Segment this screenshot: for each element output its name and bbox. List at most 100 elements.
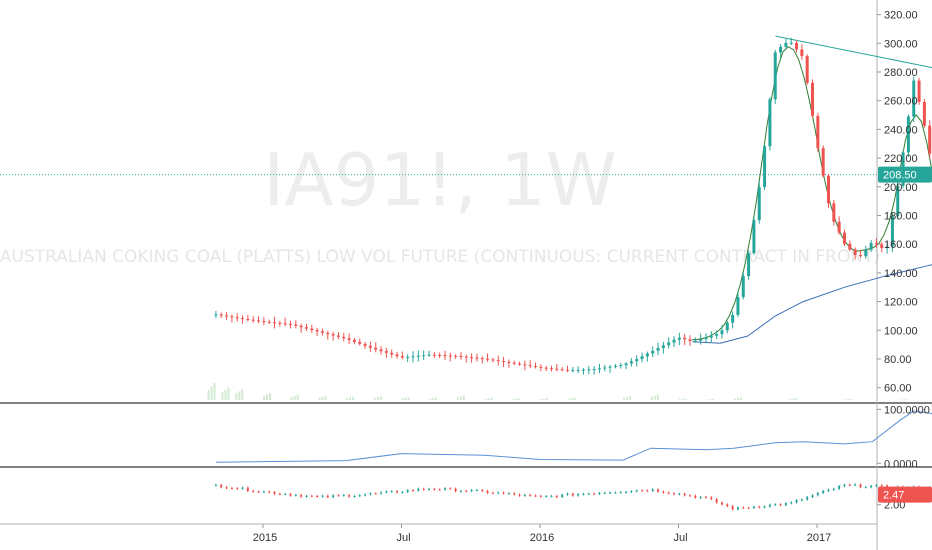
volume-bar bbox=[379, 396, 382, 400]
panel3-candle-body bbox=[859, 484, 862, 488]
panel3-candle-body bbox=[603, 492, 606, 494]
volume-bar bbox=[213, 382, 216, 400]
candle-body bbox=[832, 203, 836, 222]
candle-body bbox=[768, 99, 772, 147]
candle-body bbox=[853, 249, 857, 255]
candle-body bbox=[661, 345, 665, 349]
panel3-candle-body bbox=[214, 484, 217, 486]
volume-bar bbox=[518, 398, 521, 400]
panel3-candle-body bbox=[704, 497, 707, 499]
panel3-candle-body bbox=[651, 489, 654, 491]
volume-bar bbox=[459, 396, 462, 400]
volume-bar bbox=[227, 387, 230, 400]
panel3-candle-body bbox=[348, 495, 351, 497]
panel3-candle-body bbox=[284, 493, 287, 495]
candle-body bbox=[928, 125, 932, 154]
panel3-candle-body bbox=[784, 503, 787, 506]
panel3-candle-body bbox=[806, 496, 809, 500]
candle-body bbox=[379, 349, 383, 352]
panel3-candle-body bbox=[252, 490, 255, 492]
candle-body bbox=[773, 52, 777, 100]
candle-body bbox=[219, 314, 223, 316]
panel3-candle-body bbox=[577, 494, 580, 496]
panel3-candle-body bbox=[305, 495, 308, 497]
panel3-candle-body bbox=[731, 506, 734, 510]
panel3-candle-body bbox=[497, 492, 500, 494]
volume-bar bbox=[235, 393, 238, 400]
last-price-tag bbox=[878, 166, 932, 183]
candle-body bbox=[816, 115, 820, 149]
volume-bars bbox=[207, 382, 909, 400]
volume-bar bbox=[515, 398, 518, 400]
panel3-candle-body bbox=[683, 493, 686, 496]
indicator-panels bbox=[214, 410, 932, 511]
candle-body bbox=[880, 244, 884, 249]
volume-bar bbox=[349, 397, 352, 400]
candle-body bbox=[741, 276, 745, 298]
panel3-candle-body bbox=[667, 492, 670, 494]
panel3-candle-body bbox=[417, 488, 420, 491]
candle-body bbox=[390, 352, 394, 355]
volume-bar bbox=[435, 397, 438, 400]
panel3-candle-body bbox=[273, 492, 276, 494]
candle-body bbox=[603, 367, 607, 369]
volume-bar bbox=[540, 398, 542, 400]
volume-bar bbox=[224, 389, 227, 400]
candle-body bbox=[651, 350, 655, 354]
panel3-candle-body bbox=[412, 490, 415, 492]
panel3-candle-body bbox=[699, 497, 702, 499]
volume-bar bbox=[269, 392, 271, 400]
panel3-candle-body bbox=[459, 490, 462, 492]
panel3-candle-body bbox=[385, 491, 388, 493]
candle-body bbox=[278, 322, 282, 324]
candle-body bbox=[763, 146, 767, 188]
panel3-candle-body bbox=[406, 490, 409, 492]
panel3-candle-body bbox=[827, 489, 830, 491]
panel3-candle-body bbox=[230, 487, 233, 489]
panel3-value-tag bbox=[878, 486, 932, 503]
candle-body bbox=[848, 243, 852, 250]
panel2-line bbox=[215, 410, 932, 463]
candle-body bbox=[262, 321, 266, 323]
candle-body bbox=[331, 334, 335, 336]
panel3-candle-body bbox=[566, 493, 569, 495]
volume-bar bbox=[432, 397, 435, 400]
candle-body bbox=[368, 345, 372, 348]
panel3-candle-body bbox=[550, 496, 553, 498]
candle-body bbox=[731, 314, 735, 323]
volume-bar bbox=[656, 394, 659, 400]
candle-body bbox=[560, 369, 564, 371]
panel3-candle-body bbox=[364, 494, 367, 496]
candle-body bbox=[709, 335, 713, 338]
candle-body bbox=[464, 356, 468, 358]
candle-body bbox=[885, 246, 889, 249]
volume-bar bbox=[567, 398, 570, 400]
candle-body bbox=[864, 249, 868, 257]
candle-body bbox=[811, 82, 815, 116]
candle-body bbox=[906, 116, 910, 153]
panel3-candle-body bbox=[571, 493, 574, 496]
panel3-candle-body bbox=[433, 488, 436, 490]
panel3-tick-label: 2.00 bbox=[884, 500, 905, 512]
panel3-candle-body bbox=[236, 488, 239, 490]
volume-bar bbox=[844, 399, 847, 400]
volume-bar bbox=[407, 397, 410, 400]
panel3-candle-body bbox=[635, 490, 638, 492]
panel3-candle-body bbox=[843, 484, 846, 487]
volume-bar bbox=[221, 392, 224, 400]
panel3-candle-body bbox=[449, 488, 452, 490]
panel3-candle-body bbox=[710, 497, 713, 500]
candle-body bbox=[667, 342, 671, 346]
panel3-candle-body bbox=[401, 491, 404, 493]
candle-body bbox=[629, 361, 633, 364]
panel3-candle-body bbox=[289, 493, 292, 496]
price-tick-label: 280.00 bbox=[884, 67, 918, 79]
price-tick-label: 60.00 bbox=[884, 383, 912, 395]
volume-bar bbox=[490, 397, 493, 400]
volume-bar bbox=[653, 395, 656, 400]
volume-bar bbox=[293, 395, 296, 400]
volume-bar bbox=[543, 398, 545, 400]
candle-body bbox=[544, 367, 548, 369]
